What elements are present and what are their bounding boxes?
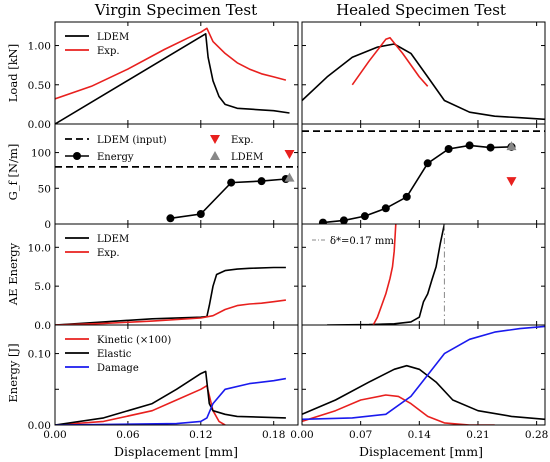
series-kinetic-100-line [55,384,226,425]
ytick-label: 0.50 [28,80,51,92]
plot-area [302,325,545,425]
series-exp-point [506,177,517,187]
axes-frame [301,324,546,426]
plot-area [55,27,290,124]
ytick-label: 5.0 [34,281,51,293]
ylabel-ae: AE Energy [6,242,20,306]
panel-healed-energy: 0.00 0.07 0.14 0.21 0.28 [290,324,548,441]
panel-virgin-ae: 0.0 5.0 10.0 LDEM Exp. [28,223,299,332]
ytick-label: 0 [44,219,51,231]
series-energy-point [196,210,205,218]
series-energy-point [318,218,327,224]
panel-healed-load [301,21,546,125]
ytick-label: 0.00 [28,420,51,432]
ytick-label: 0.0 [34,320,51,332]
series-energy-point [227,178,236,187]
series-energy-point [402,192,411,201]
panels: 0.00 0.50 1.00 LDEM Exp. 0 50 100 LDEM (input) En… [28,21,548,441]
series-ldem-line [302,43,545,121]
panel-virgin-gf: 0 50 100 LDEM (input) Energy Exp. LDEM [31,123,299,231]
series-energy-point [339,216,348,224]
legend-label: Damage [97,363,139,374]
panel-healed-gf [301,123,546,225]
legend-label: LDEM [97,234,129,245]
series-energy-point [166,214,175,223]
series-energy-point [465,141,474,150]
ytick-label: 0.10 [28,349,51,361]
plot-area [302,36,545,121]
ylabel-load: Load [kN] [6,44,20,102]
plot-area [55,266,287,325]
ylabel-energy: Energy [J] [6,343,20,402]
series-elastic-line [55,370,286,425]
series-ldem-line [55,266,286,325]
legend-label: Exp. [231,135,254,146]
xlabel-virgin: Displacement [mm] [114,444,238,459]
ytick-label: 10.0 [28,242,51,254]
legend-label: Kinetic (×100) [97,335,171,346]
legend-label: Exp. [97,46,120,57]
legend-label: LDEM [231,152,263,163]
panel-healed-ae: δ*=0.17 mm [301,223,546,326]
axes-frame [301,21,546,125]
series-energy-point [486,143,495,152]
series-damage-line [302,325,545,421]
series-ldem-line [55,32,290,124]
legend-label: LDEM [97,32,129,43]
series-elastic-line [302,364,545,421]
plot-area [55,150,298,223]
panel-virgin-energy: 0.00 0.06 0.12 0.18 0.00 0.10 Kinetic (×100) El… [28,324,299,441]
xtick-label: 0.14 [408,429,432,441]
series-energy-point [360,212,369,221]
legend-label: Energy [97,152,134,163]
xtick-label: 0.00 [290,429,313,441]
panel-virgin-load: 0.00 0.50 1.00 LDEM Exp. [28,21,299,131]
axes-frame [301,123,546,225]
series-damage-line [55,377,287,425]
series-energy-point [423,159,432,168]
xtick-label: 0.06 [116,429,140,441]
series-ldem-line [327,224,446,325]
axes-frame [54,123,299,225]
legend-swatch [210,135,220,144]
series-kinetic-100-line [302,394,495,425]
legend-label: Elastic [97,349,132,360]
xlabel-healed: Displacement [mm] [359,444,483,459]
legend-swatch [210,151,220,160]
series-energy-point [257,177,266,186]
ytick-label: 100 [31,148,51,160]
xtick-label: 0.07 [349,429,372,441]
ytick-label: 0.00 [28,119,51,131]
plot-area [327,224,446,325]
column-title-healed: Healed Specimen Test [336,1,506,19]
legend-label: Exp. [97,248,120,259]
plot-area [55,370,287,425]
series-ldem-point [506,141,517,151]
axes-frame [54,324,299,426]
xtick-label: 0.12 [189,429,212,441]
series-exp-point [284,150,295,159]
annotation-delta: δ*=0.17 mm [330,236,394,247]
series-exp-line [55,299,287,325]
axes-frame [54,223,299,326]
series-energy-line [322,144,512,224]
xtick-label: 0.18 [262,429,285,441]
xtick-label: 0.28 [525,429,548,441]
plot-area [302,130,545,224]
legend-label: LDEM (input) [97,135,167,146]
ylabel-gf: G_f [N/m] [6,144,20,201]
ytick-label: 1.00 [28,41,51,53]
series-energy-point [444,145,453,153]
series-exp-line [351,36,429,87]
legend-swatch [73,152,81,160]
xtick-label: 0.00 [43,429,66,441]
column-title-virgin: Virgin Specimen Test [94,1,257,19]
series-ldem-point [284,172,295,182]
series-exp-line [372,224,397,325]
xtick-label: 0.21 [466,429,489,441]
ytick-label: 50 [38,183,51,195]
series-energy-point [381,204,390,213]
series-exp-line [55,27,287,100]
